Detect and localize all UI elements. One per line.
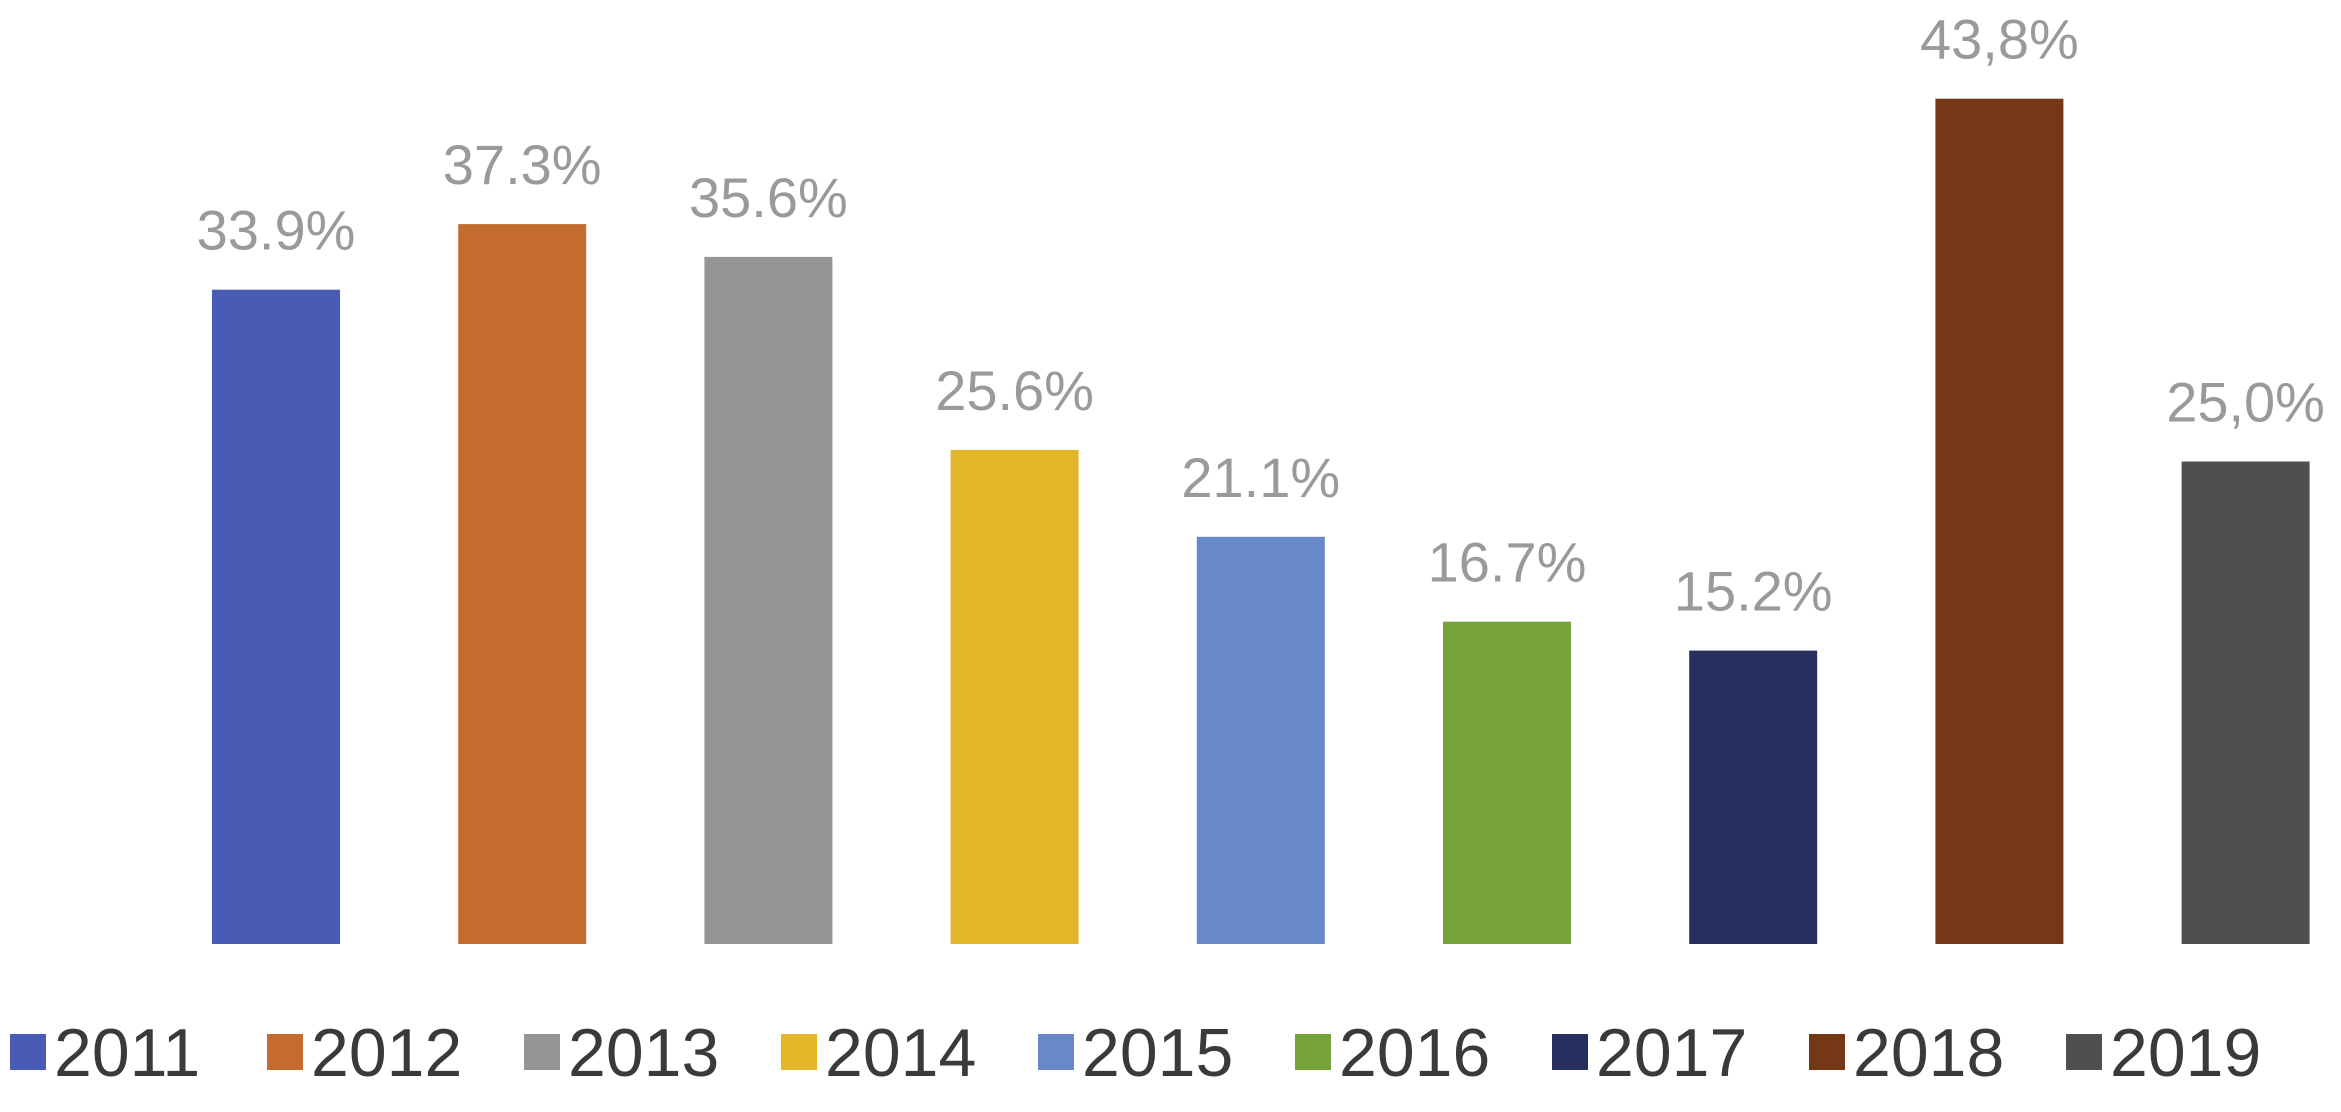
legend-swatch-2013	[524, 1034, 560, 1070]
legend-label-2016: 2016	[1339, 1015, 1490, 1091]
data-label-2017: 15.2%	[1674, 560, 1833, 623]
bar-2012	[458, 224, 587, 945]
legend-swatch-2012	[267, 1034, 303, 1070]
bar-2019	[2181, 461, 2310, 944]
legend-swatch-2018	[1809, 1034, 1845, 1070]
data-label-2011: 33.9%	[197, 199, 356, 262]
legend-label-2011: 2011	[54, 1015, 200, 1091]
legend-label-2019: 2019	[2110, 1015, 2261, 1091]
legend-swatch-2014	[781, 1034, 817, 1070]
legend-item-2014: 2014	[781, 1015, 976, 1091]
data-label-2014: 25.6%	[935, 359, 1094, 422]
bar-2014	[950, 449, 1079, 944]
data-label-2018: 43,8%	[1920, 8, 2079, 71]
legend-item-2019: 2019	[2066, 1015, 2261, 1091]
data-label-2013: 35.6%	[689, 166, 848, 229]
legend-swatch-2011	[10, 1034, 46, 1070]
legend-label-2012: 2012	[311, 1015, 462, 1091]
legend-label-2014: 2014	[825, 1015, 976, 1091]
legend: 2011 2012 2013 2014 2015 2016 2017 2018 2019	[10, 1015, 2261, 1091]
legend-label-2017: 2017	[1596, 1015, 1747, 1091]
data-label-2019: 25,0%	[2166, 371, 2325, 434]
legend-swatch-2019	[2066, 1034, 2102, 1070]
legend-item-2016: 2016	[1295, 1015, 1490, 1091]
data-label-2015: 21.1%	[1181, 446, 1340, 509]
legend-item-2017: 2017	[1552, 1015, 1747, 1091]
legend-item-2013: 2013	[524, 1015, 719, 1091]
bar-2013	[704, 256, 833, 944]
legend-swatch-2017	[1552, 1034, 1588, 1070]
legend-swatch-2016	[1295, 1034, 1331, 1070]
legend-item-2015: 2015	[1038, 1015, 1233, 1091]
legend-item-2018: 2018	[1809, 1015, 2004, 1091]
legend-item-2012: 2012	[267, 1015, 462, 1091]
data-label-2012: 37.3%	[443, 133, 602, 196]
bars-layer	[212, 98, 2310, 945]
legend-label-2018: 2018	[1853, 1015, 2004, 1091]
data-labels-layer: 33.9% 37.3% 35.6% 25.6% 21.1% 16.7% 15.2% 43,8%…	[197, 8, 2325, 623]
bar-2015	[1196, 536, 1325, 944]
bar-2016	[1443, 621, 1571, 944]
legend-item-2011: 2011	[10, 1015, 200, 1091]
data-label-2016: 16.7%	[1428, 531, 1587, 594]
legend-label-2015: 2015	[1082, 1015, 1233, 1091]
legend-label-2013: 2013	[568, 1015, 719, 1091]
bar-2011	[212, 289, 340, 944]
legend-swatch-2015	[1038, 1034, 1074, 1070]
bar-2018	[1935, 98, 2064, 944]
bar-2017	[1689, 650, 1818, 944]
